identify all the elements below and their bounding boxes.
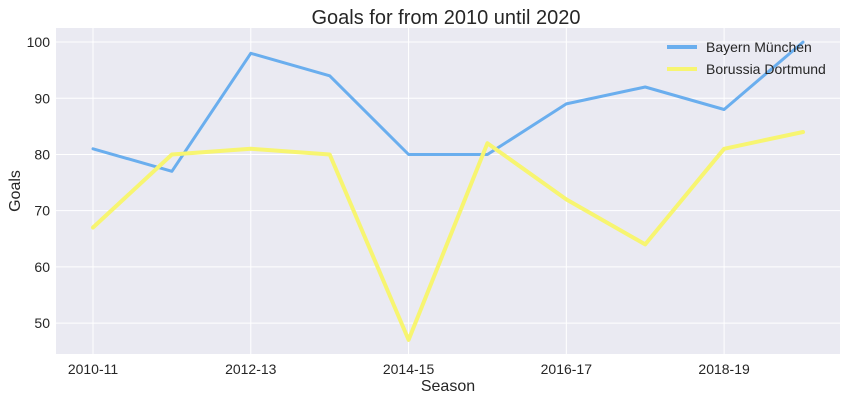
y-tick-label: 80	[34, 146, 50, 162]
x-tick-label: 2014-15	[383, 361, 435, 377]
series-line-2	[91, 130, 805, 342]
x-tick-label: 2018-19	[698, 361, 750, 377]
legend-label: Bayern München	[706, 39, 812, 55]
x-tick-label: 2010-11	[68, 361, 119, 377]
series-lines	[91, 40, 805, 342]
y-tick-label: 50	[34, 315, 50, 331]
series-line-1	[91, 40, 805, 173]
chart-title: Goals for from 2010 until 2020	[311, 7, 580, 29]
y-tick-label: 100	[27, 34, 51, 50]
legend-label: Borussia Dortmund	[706, 61, 826, 77]
y-tick-label: 70	[34, 203, 50, 219]
plot-area	[56, 28, 840, 354]
legend: Bayern München Borussia Dortmund	[667, 39, 826, 77]
y-tick-label: 90	[34, 90, 50, 106]
x-tick-label: 2016-17	[541, 361, 593, 377]
x-axis-label: Season	[421, 378, 475, 395]
y-axis-ticks: 50 60 70 80 90 100	[27, 34, 51, 331]
x-axis-ticks: 2010-11 2012-13 2014-15 2016-17 2018-19	[68, 361, 750, 377]
gridlines	[56, 28, 840, 354]
y-tick-label: 60	[34, 259, 50, 275]
y-axis-label: Goals	[7, 170, 24, 212]
x-tick-label: 2012-13	[225, 361, 277, 377]
